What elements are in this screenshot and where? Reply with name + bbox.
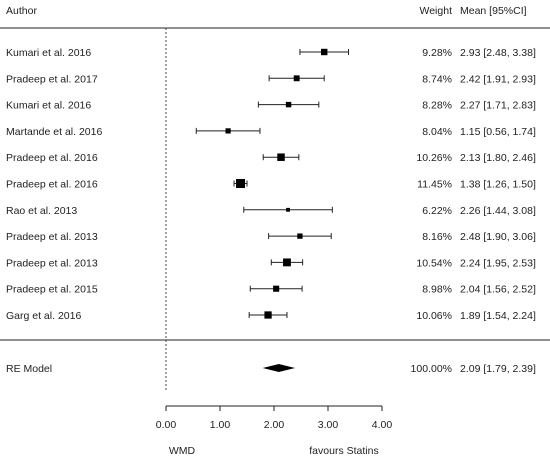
study-weight: 10.26% [416, 152, 452, 164]
point-estimate [264, 311, 272, 319]
x-tick-label: 0.00 [156, 419, 177, 431]
header-author: Author [6, 5, 37, 17]
study-author: Pradeep et al. 2015 [6, 284, 98, 296]
study-ci-text: 2.42 [1.91, 2.93] [460, 73, 536, 85]
point-estimate [321, 48, 328, 56]
study-ci-text: 2.13 [1.80, 2.46] [460, 152, 536, 164]
study-ci-text: 2.27 [1.71, 2.83] [460, 100, 536, 112]
study-author: Pradeep et al. 2013 [6, 231, 98, 243]
study-row: Pradeep et al. 2013 10.54% 2.24 [1.95, 2.5… [6, 257, 536, 269]
x-tick-label: 1.00 [210, 419, 231, 431]
study-ci-text: 2.93 [2.48, 3.38] [460, 47, 536, 59]
study-author: Kumari et al. 2016 [6, 47, 91, 59]
x-axis: 0.00 1.00 2.00 3.00 4.00 [156, 405, 393, 431]
summary-ci-text: 2.09 [1.79, 2.39] [460, 363, 536, 375]
study-ci-text: 1.38 [1.26, 1.50] [460, 179, 536, 191]
study-weight: 8.98% [422, 284, 452, 296]
study-author: Kumari et al. 2016 [6, 100, 91, 112]
study-author: Pradeep et al. 2016 [6, 179, 98, 191]
point-estimate [273, 285, 280, 292]
study-author: Pradeep et al. 2017 [6, 73, 98, 85]
study-row: Pradeep et al. 2017 8.74% 2.42 [1.91, 2.93… [6, 73, 536, 85]
study-weight: 8.28% [422, 100, 452, 112]
study-weight: 11.45% [417, 179, 452, 191]
study-rows: Kumari et al. 2016 9.28% 2.93 [2.48, 3.38]… [6, 47, 536, 322]
study-weight: 8.16% [422, 231, 452, 243]
header-mean-ci: Mean [95%CI] [460, 5, 527, 17]
study-row: Kumari et al. 2016 9.28% 2.93 [2.48, 3.38] [6, 47, 536, 59]
x-label-favours-statins: favours Statins [309, 445, 378, 457]
study-row: Pradeep et al. 2013 8.16% 2.48 [1.90, 3.06… [6, 231, 536, 243]
point-estimate [286, 207, 290, 212]
point-estimate [225, 128, 231, 134]
point-estimate [277, 153, 285, 161]
study-author: Pradeep et al. 2013 [6, 257, 98, 269]
point-estimate [297, 233, 303, 239]
study-ci-text: 2.26 [1.44, 3.08] [460, 205, 536, 217]
study-row: Pradeep et al. 2015 8.98% 2.04 [1.56, 2.52… [6, 284, 536, 296]
study-row: Kumari et al. 2016 8.28% 2.27 [1.71, 2.83] [6, 100, 536, 112]
x-tick-label: 2.00 [264, 419, 285, 431]
study-weight: 10.54% [416, 257, 452, 269]
point-estimate [236, 179, 246, 188]
study-weight: 9.28% [422, 47, 452, 59]
x-label-wmd: WMD [169, 445, 196, 457]
x-tick-label: 3.00 [318, 419, 339, 431]
study-row: Pradeep et al. 2016 11.45% 1.38 [1.26, 1.5… [6, 179, 536, 191]
header-weight: Weight [420, 5, 453, 17]
study-row: Martande et al. 2016 8.04% 1.15 [0.56, 1.7… [6, 126, 536, 138]
study-weight: 6.22% [422, 205, 452, 217]
summary-row: RE Model 100.00% 2.09 [1.79, 2.39] [6, 363, 536, 375]
summary-weight: 100.00% [411, 363, 452, 375]
point-estimate [283, 258, 291, 267]
study-ci-text: 2.48 [1.90, 3.06] [460, 231, 536, 243]
study-weight: 8.04% [422, 126, 452, 138]
study-ci-text: 2.24 [1.95, 2.53] [460, 257, 536, 269]
study-row: Rao et al. 2013 6.22% 2.26 [1.44, 3.08] [6, 205, 536, 217]
study-author: Garg et al. 2016 [6, 310, 81, 322]
summary-label: RE Model [6, 363, 52, 375]
point-estimate [285, 101, 292, 108]
study-author: Martande et al. 2016 [6, 126, 102, 138]
study-author: Rao et al. 2013 [6, 205, 77, 217]
study-author: Pradeep et al. 2016 [6, 152, 98, 164]
study-ci-text: 1.89 [1.54, 2.24] [460, 310, 536, 322]
point-estimate [293, 75, 300, 82]
study-weight: 10.06% [416, 310, 452, 322]
study-weight: 8.74% [422, 73, 452, 85]
x-tick-label: 4.00 [372, 419, 393, 431]
summary-diamond [262, 364, 296, 372]
study-ci-text: 1.15 [0.56, 1.74] [460, 126, 536, 138]
study-row: Garg et al. 2016 10.06% 1.89 [1.54, 2.24] [6, 310, 536, 322]
study-row: Pradeep et al. 2016 10.26% 2.13 [1.80, 2.4… [6, 152, 536, 164]
study-ci-text: 2.04 [1.56, 2.52] [460, 284, 536, 296]
